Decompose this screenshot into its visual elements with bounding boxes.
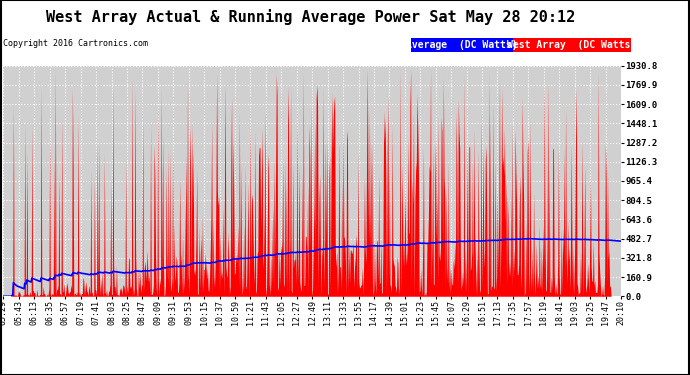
Text: Copyright 2016 Cartronics.com: Copyright 2016 Cartronics.com [3,39,148,48]
Text: West Array Actual & Running Average Power Sat May 28 20:12: West Array Actual & Running Average Powe… [46,9,575,26]
Text: West Array  (DC Watts): West Array (DC Watts) [507,40,637,50]
Text: Average  (DC Watts): Average (DC Watts) [406,40,518,50]
